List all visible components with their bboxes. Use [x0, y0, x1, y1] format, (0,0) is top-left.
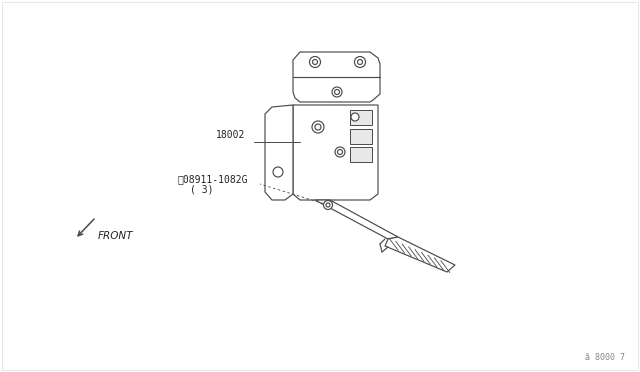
Circle shape — [335, 147, 345, 157]
Circle shape — [312, 60, 317, 64]
Circle shape — [335, 90, 339, 94]
Polygon shape — [293, 52, 380, 102]
Text: 18002: 18002 — [216, 130, 245, 140]
Polygon shape — [350, 129, 372, 144]
Text: ⓝ08911-1082G: ⓝ08911-1082G — [178, 174, 248, 184]
Text: ã 8000 7: ã 8000 7 — [585, 353, 625, 362]
Circle shape — [355, 57, 365, 67]
Text: ( 3): ( 3) — [190, 184, 214, 194]
Polygon shape — [350, 110, 372, 125]
Circle shape — [337, 150, 342, 154]
Text: FRONT: FRONT — [98, 231, 134, 241]
Circle shape — [312, 121, 324, 133]
Circle shape — [273, 167, 283, 177]
Circle shape — [323, 201, 333, 209]
Circle shape — [310, 57, 321, 67]
Polygon shape — [385, 237, 455, 272]
Circle shape — [315, 124, 321, 130]
Circle shape — [332, 87, 342, 97]
Polygon shape — [315, 200, 398, 239]
Polygon shape — [350, 147, 372, 162]
Circle shape — [326, 203, 330, 207]
Circle shape — [358, 60, 362, 64]
Polygon shape — [293, 105, 378, 200]
Circle shape — [351, 113, 359, 121]
Polygon shape — [265, 105, 293, 200]
